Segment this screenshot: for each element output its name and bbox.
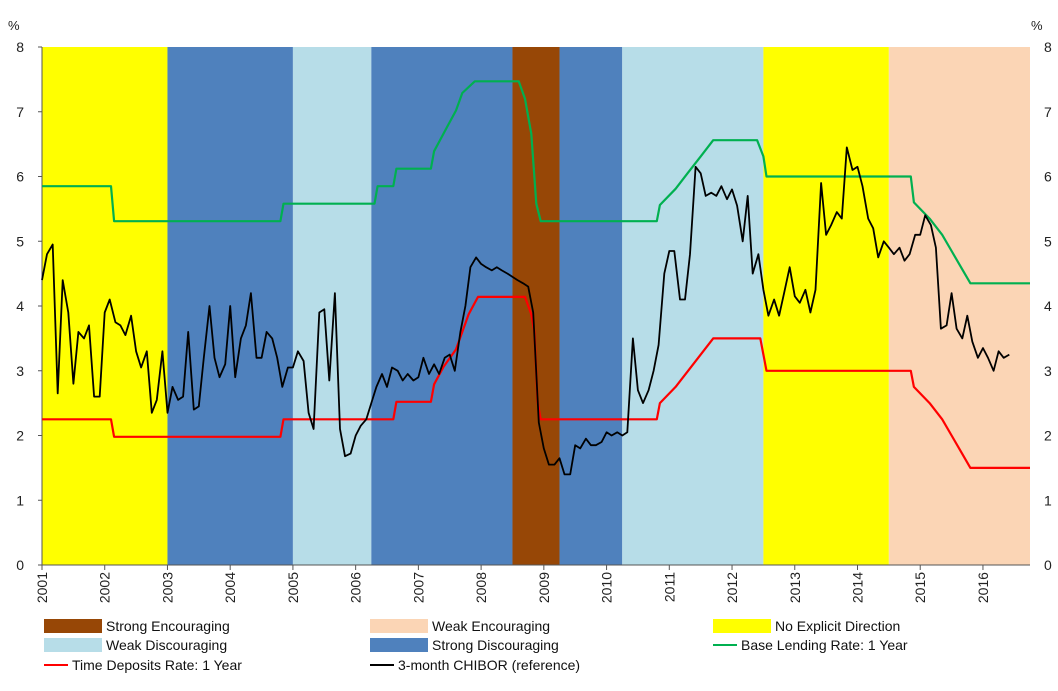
regime-band-strong_encouraging (512, 47, 560, 565)
x-tick-label: 2011 (661, 572, 677, 602)
x-tick-labels: 2001 2002 2003 2004 2005 2006 2007 2008 2009 2010… (34, 572, 991, 603)
y-tick-label-right: 0 (1044, 557, 1052, 573)
x-tick-label: 2014 (849, 572, 865, 603)
x-tick-label: 2005 (285, 572, 301, 603)
axes (38, 46, 1030, 570)
x-tick-label: 2009 (536, 572, 552, 603)
y-tick-label-right: 3 (1044, 363, 1052, 379)
y-tick-label-right: 5 (1044, 233, 1052, 249)
y-tick-label-left: 6 (16, 169, 24, 185)
y-tick-label-left: 0 (16, 557, 24, 573)
x-tick-label: 2006 (348, 572, 364, 603)
regime-bands (42, 47, 1030, 565)
y-tick-label-left: 5 (16, 233, 24, 249)
x-tick-label: 2007 (410, 572, 426, 603)
y-tick-label-right: 1 (1044, 492, 1052, 508)
series-lines (41, 80, 1030, 476)
y-tick-label-left: 7 (16, 104, 24, 120)
x-tick-label: 2003 (159, 572, 175, 603)
regime-band-no_explicit (763, 47, 889, 565)
y-unit-left: % (8, 18, 20, 33)
x-tick-label: 2015 (912, 572, 928, 603)
x-tick-label: 2008 (473, 572, 489, 603)
y-tick-label-right: 2 (1044, 428, 1052, 444)
y-tick-label-right: 4 (1044, 298, 1052, 314)
y-unit-right: % (1031, 18, 1043, 33)
y-tick-label-left: 3 (16, 363, 24, 379)
y-tick-label-left: 1 (16, 492, 24, 508)
regime-band-strong_discouraging (371, 47, 513, 565)
y-tick-labels: 0 0 1 1 2 2 3 3 4 4 5 5 6 6 7 7 8 8 (16, 39, 1052, 573)
regime-band-no_explicit (42, 47, 168, 565)
x-tick-label: 2002 (97, 572, 113, 603)
x-tick-label: 2010 (599, 572, 615, 603)
series-line-3-month-chibor-reference (41, 146, 1010, 476)
x-tick-label: 2013 (787, 572, 803, 603)
y-tick-label-left: 4 (16, 298, 24, 314)
x-tick-label: 2012 (724, 572, 740, 603)
x-tick-label: 2016 (975, 572, 991, 603)
series-line-base-lending-rate-1-year (42, 80, 1030, 285)
y-tick-label-right: 8 (1044, 39, 1052, 55)
y-tick-label-left: 2 (16, 428, 24, 444)
y-tick-label-left: 8 (16, 39, 24, 55)
regime-band-weak_discouraging (292, 47, 372, 565)
x-tick-label: 2001 (34, 572, 50, 603)
y-tick-label-right: 7 (1044, 104, 1052, 120)
series-line-time-deposits-rate-1-year (42, 295, 1030, 469)
y-tick-label-right: 6 (1044, 169, 1052, 185)
x-tick-label: 2004 (222, 572, 238, 603)
regime-band-weak_encouraging (888, 47, 1030, 565)
regime-band-strong_discouraging (559, 47, 623, 565)
regime-band-weak_discouraging (622, 47, 764, 565)
